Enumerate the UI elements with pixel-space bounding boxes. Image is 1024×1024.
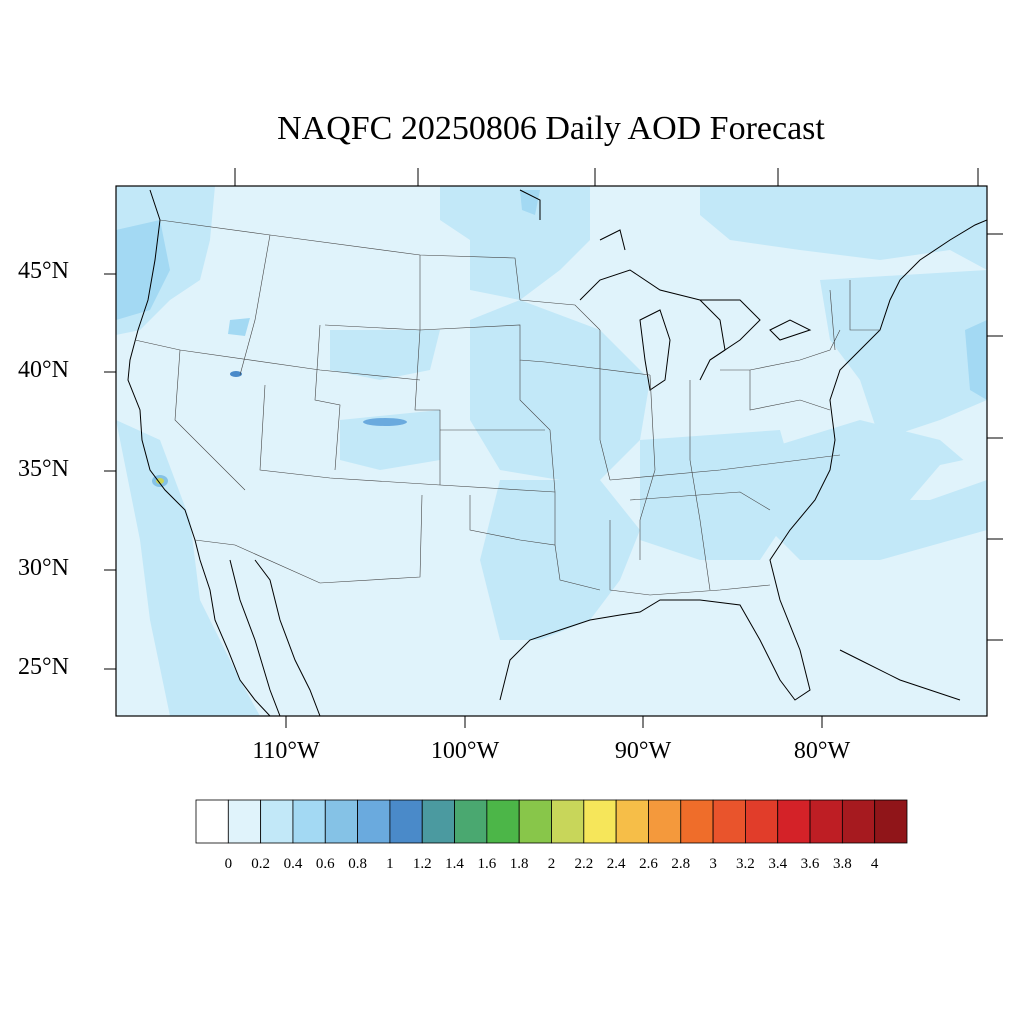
lat-label: 30°N: [18, 555, 69, 581]
colorbar-tick-label: 4: [870, 856, 879, 872]
colorbar-boxes: [195, 799, 908, 844]
colorbar-swatch: [777, 799, 811, 844]
colorbar-swatch: [615, 799, 649, 844]
colorbar-tick-label: 3.2: [736, 856, 755, 872]
colorbar-swatch: [583, 799, 617, 844]
colorbar-swatch: [486, 799, 520, 844]
colorbar-tick-label: 1.2: [412, 856, 432, 872]
colorbar-swatch: [551, 799, 585, 844]
colorbar-swatch: [518, 799, 552, 844]
colorbar-tick-label: 2.4: [606, 856, 626, 872]
colorbar-tick-label: 0.4: [283, 856, 303, 872]
colorbar-swatch: [841, 799, 876, 844]
lon-label: 100°W: [430, 738, 500, 764]
colorbar-tick-label: 0.6: [315, 856, 335, 872]
aod-hotspots: [152, 371, 407, 487]
colorbar-tick-label: 3.8: [832, 856, 852, 872]
colorbar-swatch: [324, 799, 358, 844]
colorbar-tick-label: 2.8: [671, 856, 691, 872]
colorbar-tick-label: 1.4: [445, 856, 464, 872]
colorbar-swatch: [357, 799, 391, 844]
colorbar-swatch: [874, 799, 908, 844]
colorbar-swatch: [260, 799, 294, 844]
colorbar-tick-label: 2.6: [639, 856, 658, 872]
map-title: NAQFC 20250806 Daily AOD Forecast: [277, 110, 825, 147]
colorbar-tick-label: 1.8: [509, 856, 529, 872]
map-ticks: [104, 168, 1003, 728]
colorbar-swatch: [648, 799, 682, 844]
colorbar-tick-label: 3: [709, 856, 717, 872]
lat-label: 40°N: [18, 357, 69, 383]
colorbar-swatch: [195, 799, 229, 844]
colorbar-swatch: [227, 799, 262, 844]
lat-label: 35°N: [18, 456, 69, 482]
colorbar-tick-label: 1.6: [477, 856, 497, 872]
colorbar-swatch: [712, 799, 746, 844]
colorbar-tick-label: 0.2: [251, 856, 270, 872]
colorbar-swatch: [421, 799, 455, 844]
coastlines: [127, 189, 987, 716]
lon-label: 90°W: [614, 738, 672, 764]
colorbar-tick-label: 0.8: [348, 856, 367, 872]
colorbar-swatch: [809, 799, 843, 844]
state-borders: [134, 219, 880, 596]
colorbar-swatch: [292, 799, 326, 844]
lon-label: 80°W: [793, 738, 851, 764]
colorbar-swatch: [745, 799, 779, 844]
colorbar-swatch: [680, 799, 714, 844]
colorbar-swatch: [389, 799, 423, 844]
colorbar-swatch: [454, 799, 488, 844]
colorbar-tick-label: 1: [386, 856, 394, 872]
colorbar-tick-label: 3.6: [800, 856, 820, 872]
lon-label: 110°W: [252, 738, 320, 764]
colorbar-tick-label: 0: [224, 856, 233, 872]
colorbar-tick-label: 3.4: [768, 856, 788, 872]
lat-label: 25°N: [18, 654, 69, 680]
lat-label: 45°N: [18, 258, 69, 284]
colorbar-tick-label: 2.2: [574, 856, 594, 872]
map-frame: [115, 185, 988, 717]
colorbar-tick-label: 2: [547, 856, 556, 872]
